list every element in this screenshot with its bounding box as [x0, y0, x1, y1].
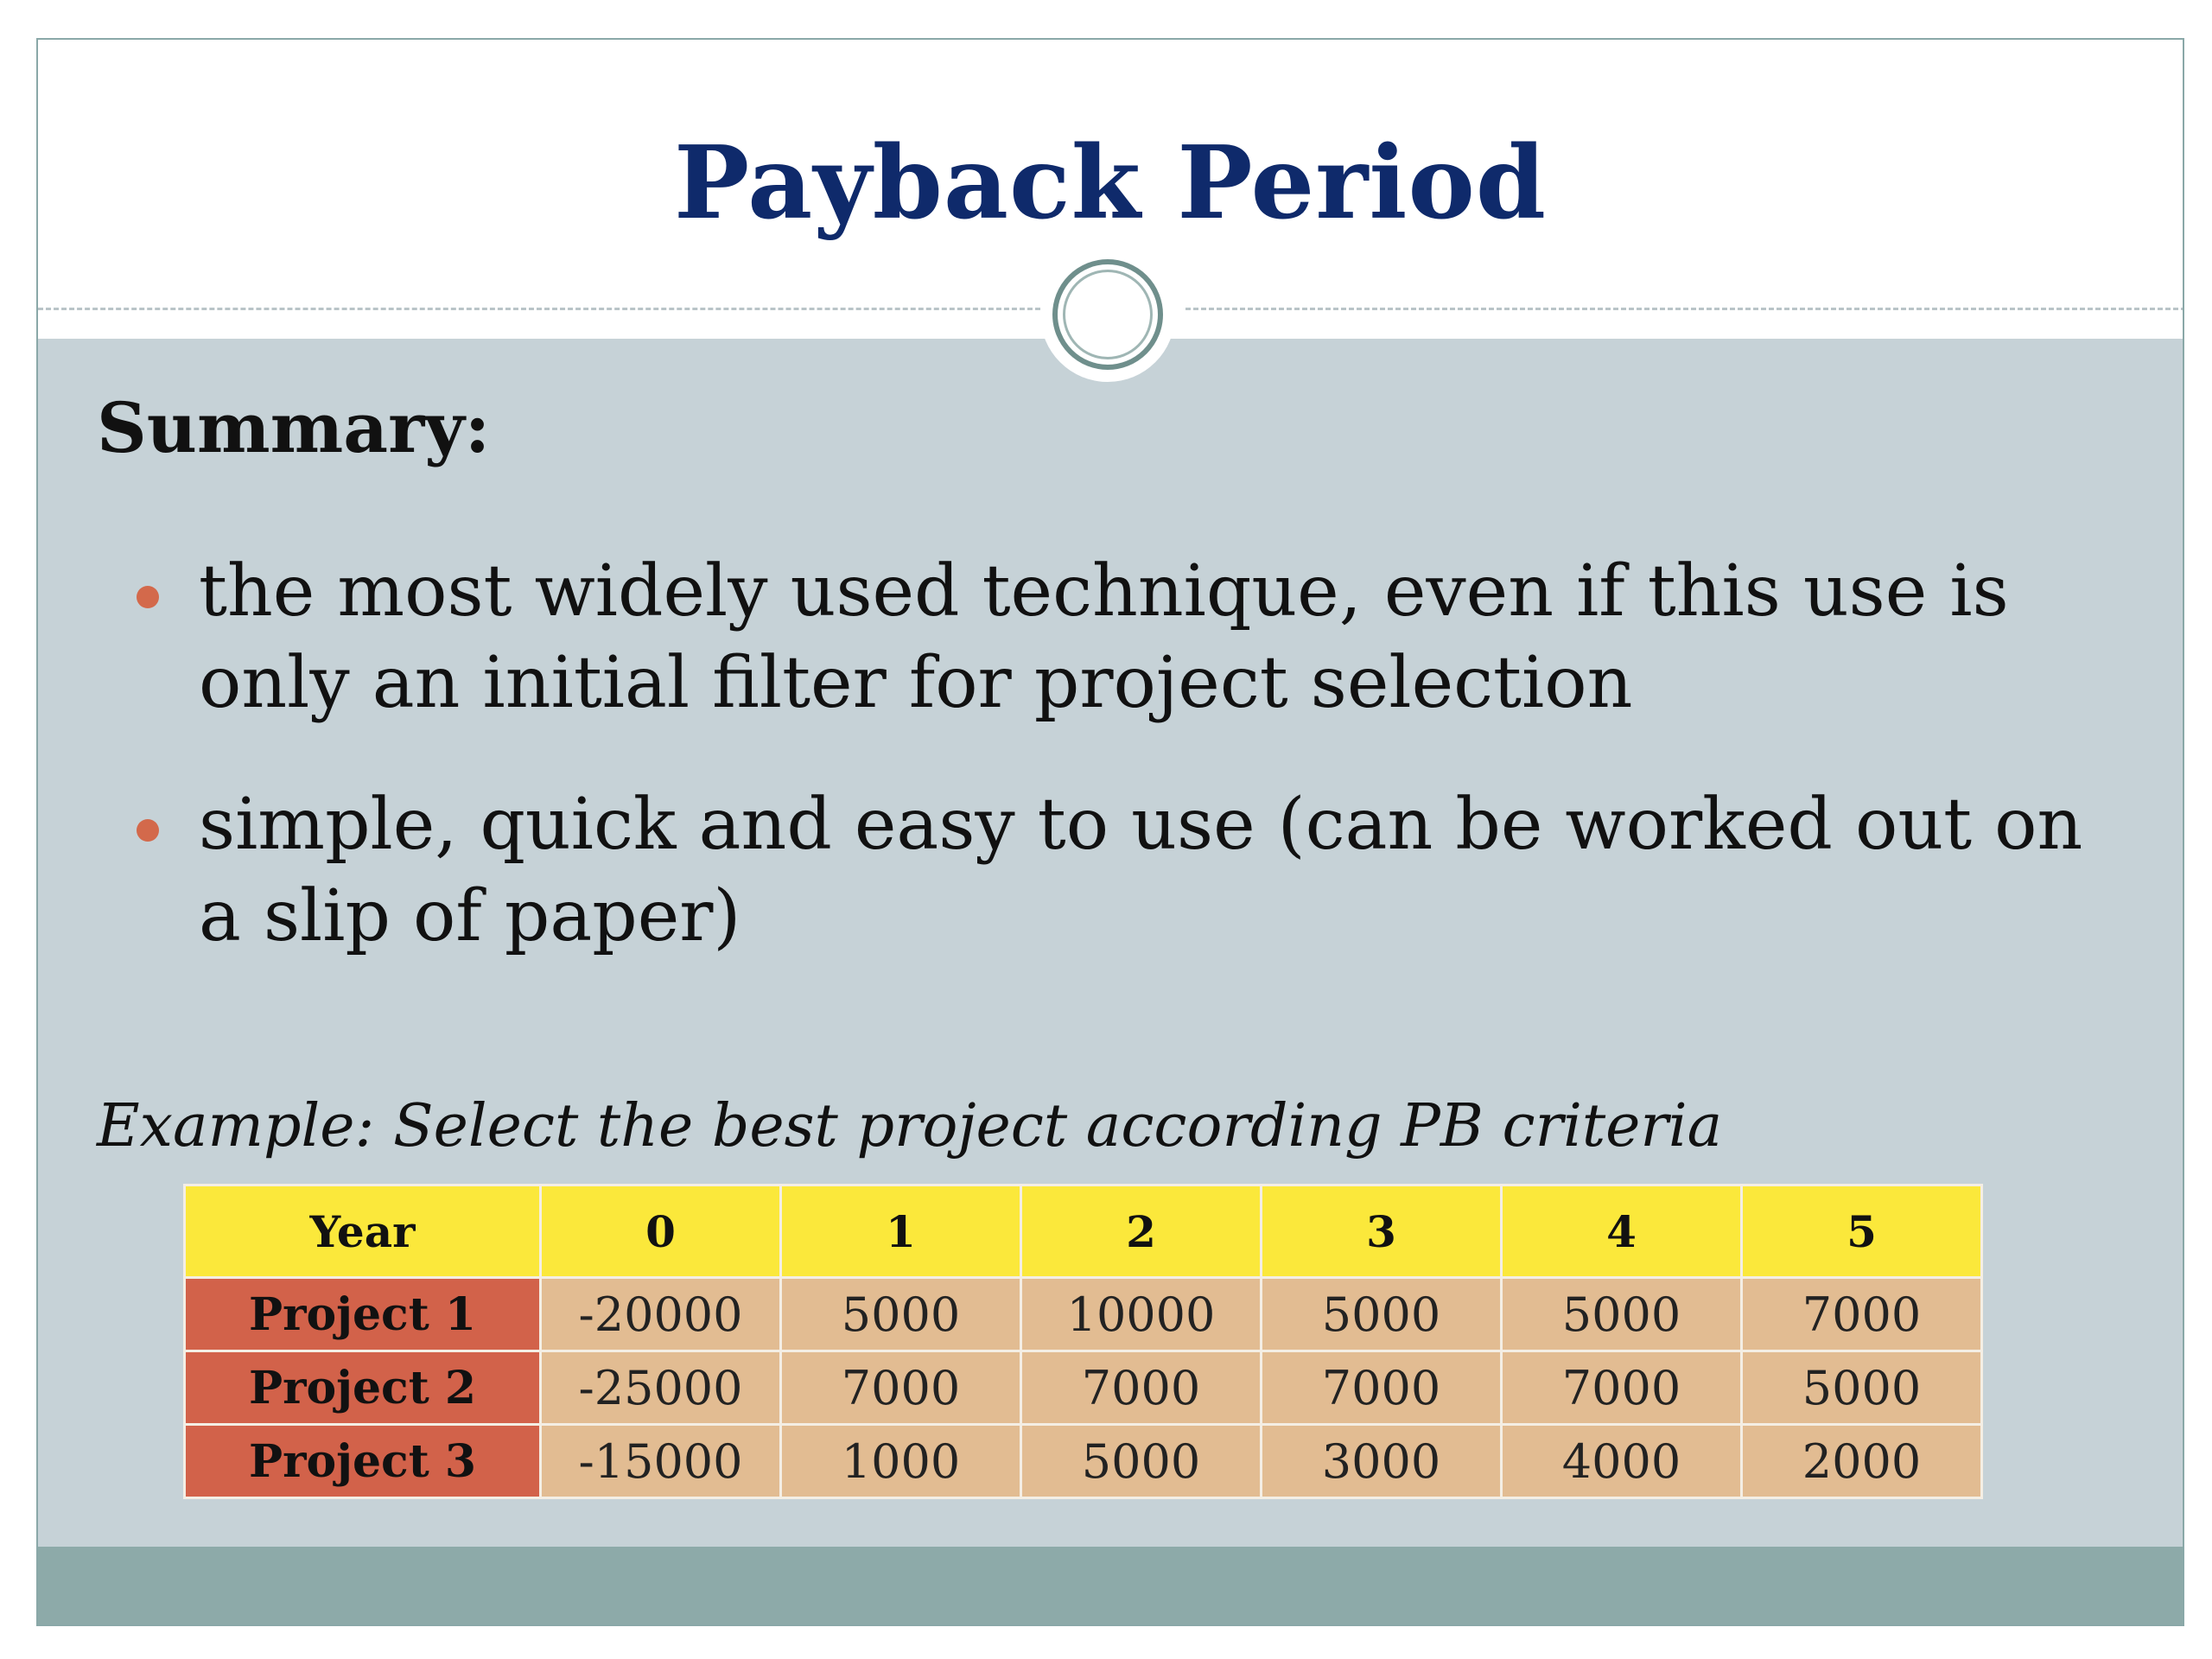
bullet-text: the most widely used technique, even if …	[199, 550, 2009, 724]
table-cell: 5000	[1260, 1276, 1503, 1352]
table-header-cell: 2	[1020, 1184, 1262, 1279]
table-header-cell: 3	[1260, 1184, 1503, 1279]
table-row: Project 1 -20000 5000 10000 5000 5000 70…	[183, 1276, 1983, 1352]
table-header-cell: 1	[779, 1184, 1022, 1279]
divider-left	[38, 308, 1040, 310]
table-cell: 3000	[1260, 1423, 1503, 1499]
cashflow-table: Year 0 1 2 3 4 5 Project 1 -20000 5000 1…	[183, 1184, 1983, 1499]
table-cell: 5000	[1500, 1276, 1743, 1352]
table-cell: 7000	[1020, 1350, 1262, 1426]
table-cell: -25000	[539, 1350, 782, 1426]
row-label: Project 3	[183, 1423, 542, 1499]
bullet-dot-icon	[137, 819, 159, 842]
table-cell: 7000	[779, 1350, 1022, 1426]
table-cell: 2000	[1740, 1423, 1983, 1499]
summary-heading: Summary:	[97, 387, 491, 468]
table-header-row: Year 0 1 2 3 4 5	[183, 1184, 1983, 1279]
slide-footer-bar	[38, 1547, 2183, 1624]
example-caption: Example: Select the best project accordi…	[97, 1092, 1723, 1160]
divider-right	[1185, 308, 2183, 310]
table-cell: 7000	[1500, 1350, 1743, 1426]
table-cell: 10000	[1020, 1276, 1262, 1352]
table-cell: -20000	[539, 1276, 782, 1352]
bullet-item: the most widely used technique, even if …	[97, 546, 2101, 736]
row-label: Project 1	[183, 1276, 542, 1352]
bullet-dot-icon	[137, 586, 159, 608]
table-cell: 4000	[1500, 1423, 1743, 1499]
bullet-item: simple, quick and easy to use (can be wo…	[97, 779, 2101, 969]
table-cell: 5000	[1740, 1350, 1983, 1426]
table-cell: 7000	[1260, 1350, 1503, 1426]
table-cell: 5000	[1020, 1423, 1262, 1499]
table-header-cell: 5	[1740, 1184, 1983, 1279]
bullet-text: simple, quick and easy to use (can be wo…	[199, 784, 2083, 957]
slide: Payback Period Summary: the most widely …	[36, 38, 2184, 1626]
table-header-cell: 0	[539, 1184, 782, 1279]
table-header-cell: Year	[183, 1184, 542, 1279]
slide-title: Payback Period	[674, 124, 1547, 242]
table-header-cell: 4	[1500, 1184, 1743, 1279]
divider-circle-inner-icon	[1063, 270, 1153, 359]
table-cell: 7000	[1740, 1276, 1983, 1352]
row-label: Project 2	[183, 1350, 542, 1426]
table-row: Project 2 -25000 7000 7000 7000 7000 500…	[183, 1350, 1983, 1426]
table-row: Project 3 -15000 1000 5000 3000 4000 200…	[183, 1423, 1983, 1499]
table-cell: -15000	[539, 1423, 782, 1499]
table-cell: 1000	[779, 1423, 1022, 1499]
table-cell: 5000	[779, 1276, 1022, 1352]
